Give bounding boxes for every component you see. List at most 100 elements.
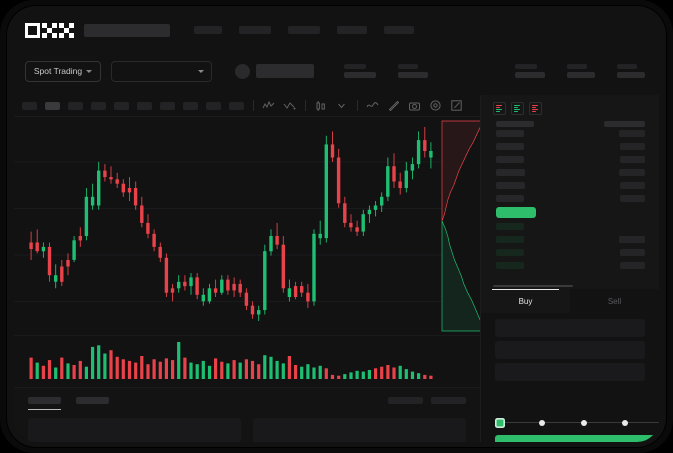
last-price-value — [496, 207, 536, 218]
trade-tab-sell[interactable]: Sell — [570, 289, 659, 313]
order-book-col-amount — [604, 121, 645, 127]
timeframe-button-8[interactable] — [206, 101, 221, 110]
bid-price — [496, 223, 524, 230]
header-nav-item-4[interactable] — [384, 26, 414, 34]
stat-value — [398, 72, 428, 78]
toolbar-divider — [253, 100, 254, 111]
trade-tab-label: Sell — [607, 296, 622, 306]
trading-mode-select[interactable]: Spot Trading — [25, 60, 101, 82]
header-nav-item-1[interactable] — [239, 26, 271, 34]
trade-field-2[interactable] — [495, 363, 645, 381]
slider-stop-75[interactable] — [621, 419, 628, 426]
orders-panel — [14, 387, 480, 442]
order-book-bid-row[interactable] — [481, 246, 659, 259]
stat-value — [567, 72, 595, 78]
slider-stop-50[interactable] — [580, 419, 587, 426]
book-mode-both[interactable] — [493, 102, 506, 115]
candlestick-chart[interactable] — [14, 117, 480, 333]
camera-icon[interactable] — [408, 99, 421, 112]
pair-select[interactable] — [111, 60, 212, 82]
order-book-bid-row[interactable] — [481, 233, 659, 246]
logo-letter-x — [59, 22, 74, 38]
orders-tab-0[interactable] — [28, 397, 61, 411]
orders-pane-1 — [253, 418, 466, 442]
ask-amount — [620, 143, 645, 150]
ticker-stat-0 — [515, 64, 545, 78]
stat-label — [515, 64, 537, 69]
timeframe-button-0[interactable] — [22, 101, 37, 110]
compare-icon[interactable] — [283, 99, 296, 112]
stat-label — [617, 64, 637, 69]
ask-price — [496, 195, 524, 202]
percent-slider[interactable] — [495, 417, 659, 428]
ask-amount — [619, 169, 645, 176]
timeframe-button-1[interactable] — [45, 101, 60, 110]
order-book-scrollbar[interactable] — [493, 285, 573, 287]
logo-letter-k — [42, 22, 57, 38]
orders-tab-underline — [28, 409, 61, 411]
ticker-stat-2 — [617, 64, 645, 78]
fullscreen-icon[interactable] — [450, 99, 463, 112]
order-book-ask-row[interactable] — [481, 179, 659, 192]
orders-action-0[interactable] — [388, 397, 423, 404]
orders-tab-underline — [76, 409, 109, 410]
orders-content — [28, 418, 466, 442]
bid-amount — [619, 236, 645, 243]
slider-handle[interactable] — [495, 417, 505, 428]
indicator-icon[interactable] — [262, 99, 275, 112]
orders-action-1[interactable] — [431, 397, 466, 404]
app-header — [14, 13, 659, 47]
order-book-bid-row[interactable] — [481, 259, 659, 272]
ask-price — [496, 182, 525, 189]
timeframe-button-9[interactable] — [229, 101, 244, 110]
orders-tab-label — [28, 397, 61, 404]
bid-price — [496, 249, 524, 256]
drawing-icon[interactable] — [387, 99, 400, 112]
book-mode-asks[interactable] — [529, 102, 542, 115]
okx-logo[interactable] — [25, 22, 74, 38]
submit-order-button[interactable] — [495, 435, 659, 442]
chart-canvas — [14, 127, 442, 321]
order-book-last-price — [481, 205, 659, 220]
ask-amount — [620, 156, 645, 163]
order-book-ask-row[interactable] — [481, 140, 659, 153]
order-book-ask-row[interactable] — [481, 192, 659, 205]
candle-style-icon[interactable] — [314, 99, 327, 112]
ask-price — [496, 130, 524, 137]
ask-price — [496, 169, 525, 176]
toolbar-divider — [305, 100, 306, 111]
order-book-ask-row[interactable] — [481, 127, 659, 140]
chevron-down-icon[interactable] — [335, 99, 348, 112]
stat-value — [617, 72, 645, 78]
orders-tab-1[interactable] — [76, 397, 109, 410]
ticker-stat-1 — [567, 64, 595, 78]
trade-field-1[interactable] — [495, 341, 645, 359]
header-search-input[interactable] — [84, 23, 170, 37]
order-book-ask-row[interactable] — [481, 153, 659, 166]
settings-icon[interactable] — [429, 99, 442, 112]
timeframe-button-3[interactable] — [91, 101, 106, 110]
book-mode-bids[interactable] — [511, 102, 524, 115]
slider-stop-25[interactable] — [539, 419, 546, 426]
trade-side-tabs: Buy Sell — [481, 289, 659, 313]
stat-label — [398, 64, 418, 69]
pair-avatar — [235, 63, 250, 79]
order-book-header — [481, 115, 659, 127]
timeframe-button-2[interactable] — [68, 101, 83, 110]
timeframe-button-5[interactable] — [137, 101, 152, 110]
orders-tab-label — [76, 397, 109, 404]
header-nav-item-3[interactable] — [337, 26, 367, 34]
timeframe-button-6[interactable] — [160, 101, 175, 110]
trade-field-0[interactable] — [495, 319, 645, 337]
volume-canvas — [29, 342, 433, 379]
trade-tab-buy[interactable]: Buy — [481, 289, 570, 313]
ask-price — [496, 143, 524, 150]
timeframe-button-4[interactable] — [114, 101, 129, 110]
order-book-ask-row[interactable] — [481, 166, 659, 179]
header-nav-item-0[interactable] — [194, 26, 222, 34]
chart-toolbar — [14, 95, 480, 117]
line-chart-icon[interactable] — [366, 99, 379, 112]
header-nav-item-2[interactable] — [288, 26, 320, 34]
order-book-bid-row[interactable] — [481, 220, 659, 233]
timeframe-button-7[interactable] — [183, 101, 198, 110]
